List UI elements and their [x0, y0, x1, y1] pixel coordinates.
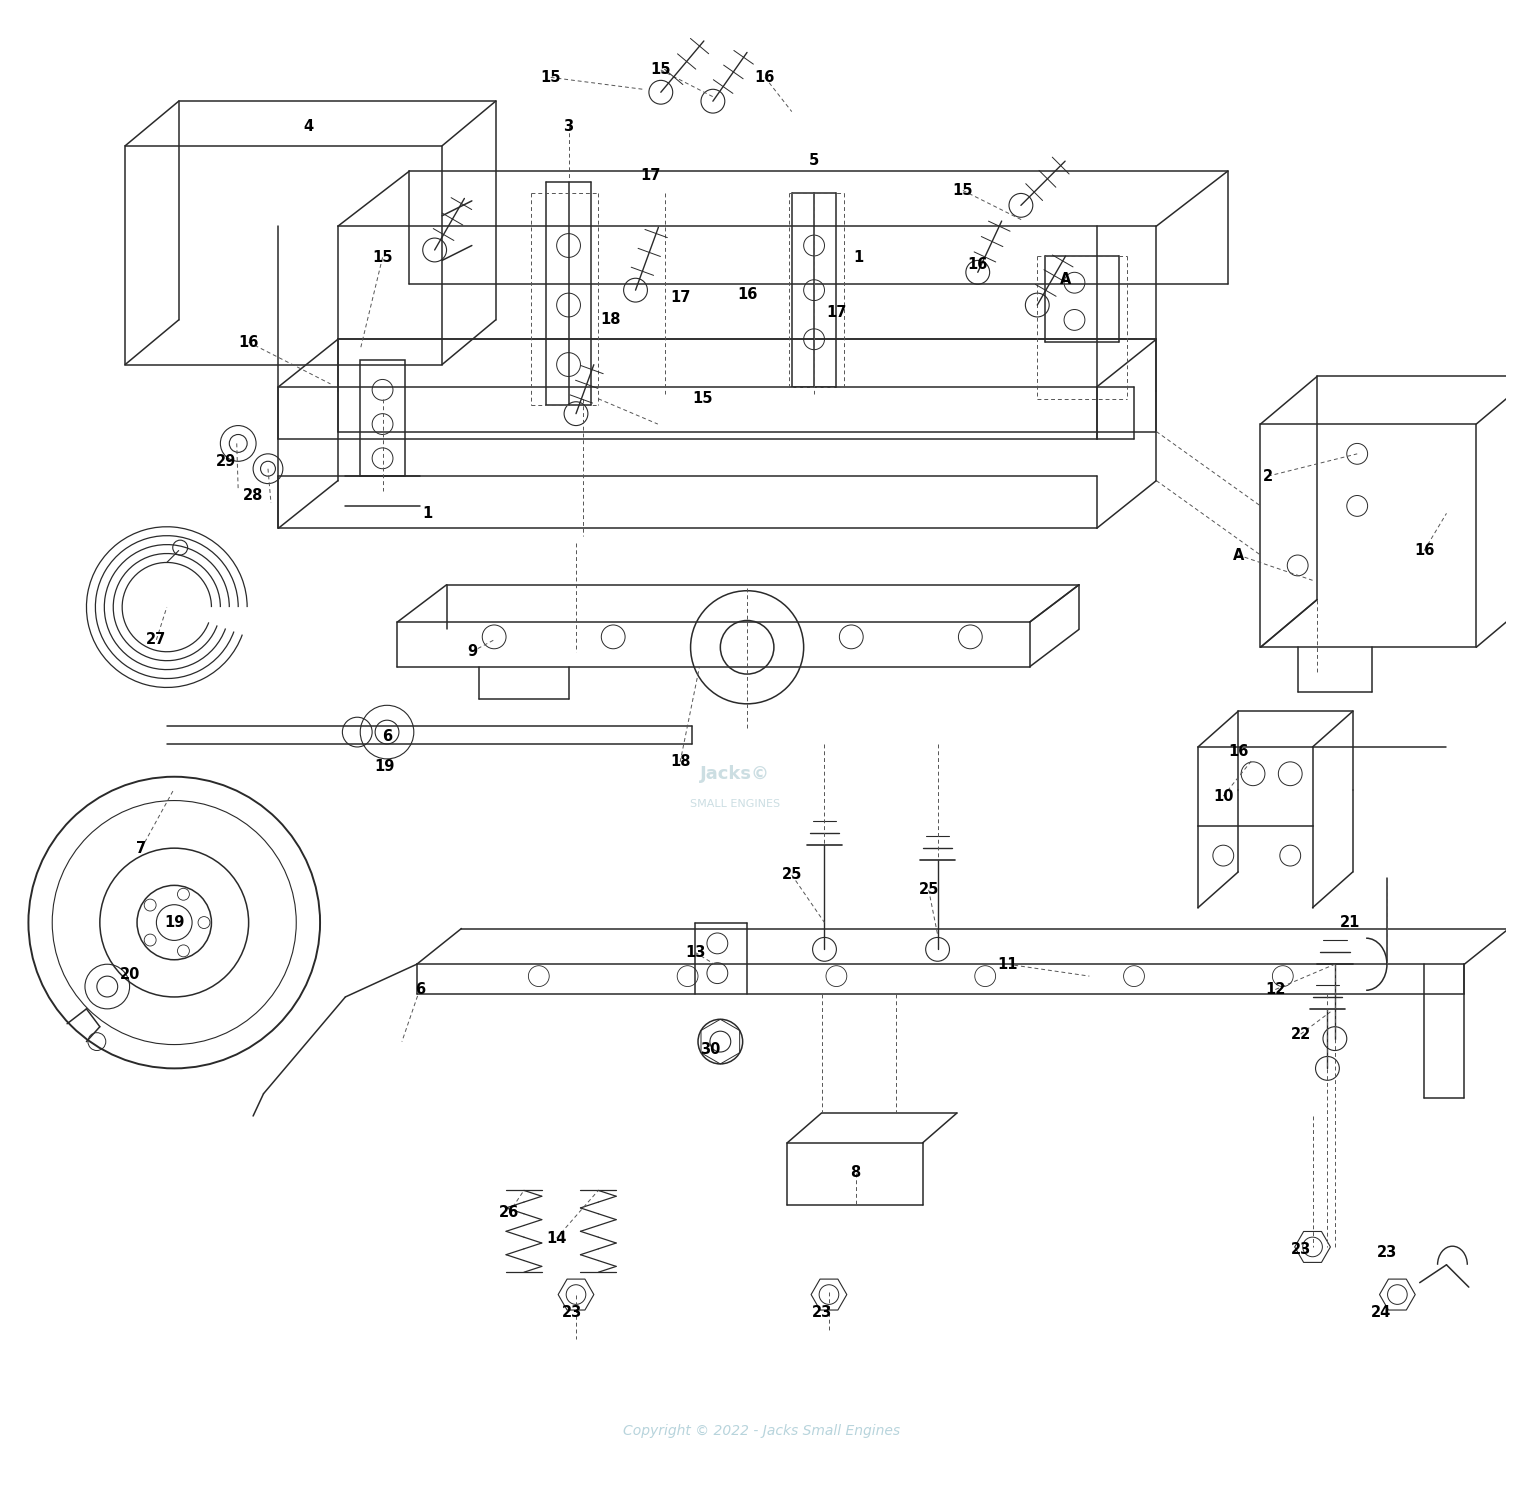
- Text: 26: 26: [498, 1205, 520, 1220]
- Text: 18: 18: [671, 754, 690, 769]
- Text: 22: 22: [1291, 1027, 1311, 1042]
- Text: 15: 15: [692, 391, 713, 406]
- Text: 8: 8: [850, 1165, 861, 1180]
- Text: 15: 15: [651, 62, 671, 77]
- Text: 7: 7: [137, 841, 146, 856]
- Text: 11: 11: [997, 957, 1018, 972]
- Text: 23: 23: [1291, 1242, 1311, 1257]
- Text: 5: 5: [809, 153, 820, 168]
- Text: 25: 25: [919, 882, 939, 897]
- Text: 25: 25: [782, 868, 802, 882]
- Text: 16: 16: [1228, 744, 1248, 759]
- Text: 19: 19: [373, 759, 395, 774]
- Text: Copyright © 2022 - Jacks Small Engines: Copyright © 2022 - Jacks Small Engines: [623, 1424, 901, 1439]
- Text: 18: 18: [600, 312, 620, 327]
- Text: 17: 17: [640, 168, 660, 183]
- Text: 6: 6: [415, 982, 425, 997]
- Text: 16: 16: [238, 335, 259, 350]
- Text: A: A: [1233, 548, 1244, 562]
- Text: 12: 12: [1265, 982, 1286, 997]
- Text: 3: 3: [564, 119, 573, 134]
- Text: 28: 28: [242, 488, 264, 503]
- Text: 6: 6: [383, 729, 392, 744]
- Text: 20: 20: [119, 967, 140, 982]
- Text: A: A: [1059, 272, 1071, 287]
- Text: 2: 2: [1263, 469, 1273, 484]
- Text: 1: 1: [853, 250, 864, 265]
- Text: 16: 16: [1414, 543, 1434, 558]
- Text: 21: 21: [1340, 915, 1359, 930]
- Text: 4: 4: [303, 119, 314, 134]
- Text: 29: 29: [216, 454, 236, 469]
- Text: 23: 23: [561, 1305, 582, 1320]
- Text: 30: 30: [700, 1042, 721, 1056]
- Text: 14: 14: [547, 1231, 567, 1245]
- Text: 13: 13: [684, 945, 706, 960]
- Text: 19: 19: [165, 915, 184, 930]
- Text: 24: 24: [1372, 1305, 1391, 1320]
- Text: 1: 1: [422, 506, 433, 521]
- Text: Jacks©: Jacks©: [700, 765, 770, 783]
- Text: 16: 16: [754, 70, 776, 85]
- Text: 23: 23: [811, 1305, 832, 1320]
- Text: 27: 27: [146, 632, 166, 647]
- Text: 15: 15: [372, 250, 393, 265]
- Text: SMALL ENGINES: SMALL ENGINES: [690, 799, 780, 808]
- Text: 17: 17: [671, 290, 690, 305]
- Text: 16: 16: [738, 287, 757, 302]
- Text: 17: 17: [826, 305, 847, 320]
- Text: 15: 15: [952, 183, 974, 198]
- Text: 10: 10: [1213, 789, 1233, 804]
- Text: 23: 23: [1376, 1245, 1398, 1260]
- Text: 15: 15: [541, 70, 561, 85]
- Text: 16: 16: [968, 257, 988, 272]
- Text: 9: 9: [466, 644, 477, 659]
